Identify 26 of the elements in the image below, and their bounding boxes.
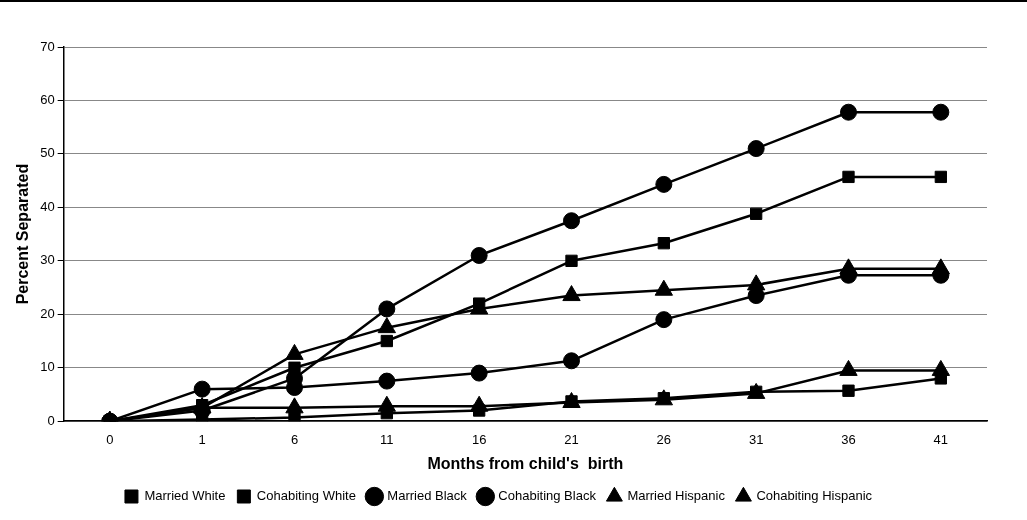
y-tick-label: 0 (47, 412, 55, 428)
x-tick-label: 6 (290, 431, 299, 447)
y-tick-label: 10 (40, 359, 55, 375)
y-tick-label: 70 (40, 38, 55, 54)
legend-label: Cohabiting Hispanic (756, 488, 873, 504)
x-tick-label: 41 (933, 431, 949, 447)
y-tick-label: 30 (40, 252, 55, 268)
x-tick-label: 11 (380, 431, 394, 447)
legend-label: Married Hispanic (627, 488, 726, 504)
x-axis-title: Months from child's birth (427, 454, 624, 472)
x-tick-label: 36 (841, 431, 856, 447)
legend-label: Married Black (387, 488, 468, 504)
x-tick-label: 31 (748, 431, 764, 447)
y-tick-label: 50 (40, 145, 55, 161)
x-tick-label: 0 (106, 431, 114, 447)
x-tick-label: 1 (198, 431, 206, 447)
legend-label: Cohabiting Black (498, 488, 597, 504)
x-tick-label: 16 (471, 431, 487, 447)
y-tick-label: 60 (40, 92, 55, 108)
x-tick-label: 21 (564, 431, 579, 447)
x-tick-label: 26 (656, 431, 672, 447)
y-axis-title: Percent Separated (14, 163, 32, 305)
legend-label: Married White (144, 488, 226, 504)
legend-label: Cohabiting White (256, 488, 356, 504)
y-tick-label: 20 (40, 305, 55, 321)
y-tick-label: 40 (40, 198, 55, 214)
